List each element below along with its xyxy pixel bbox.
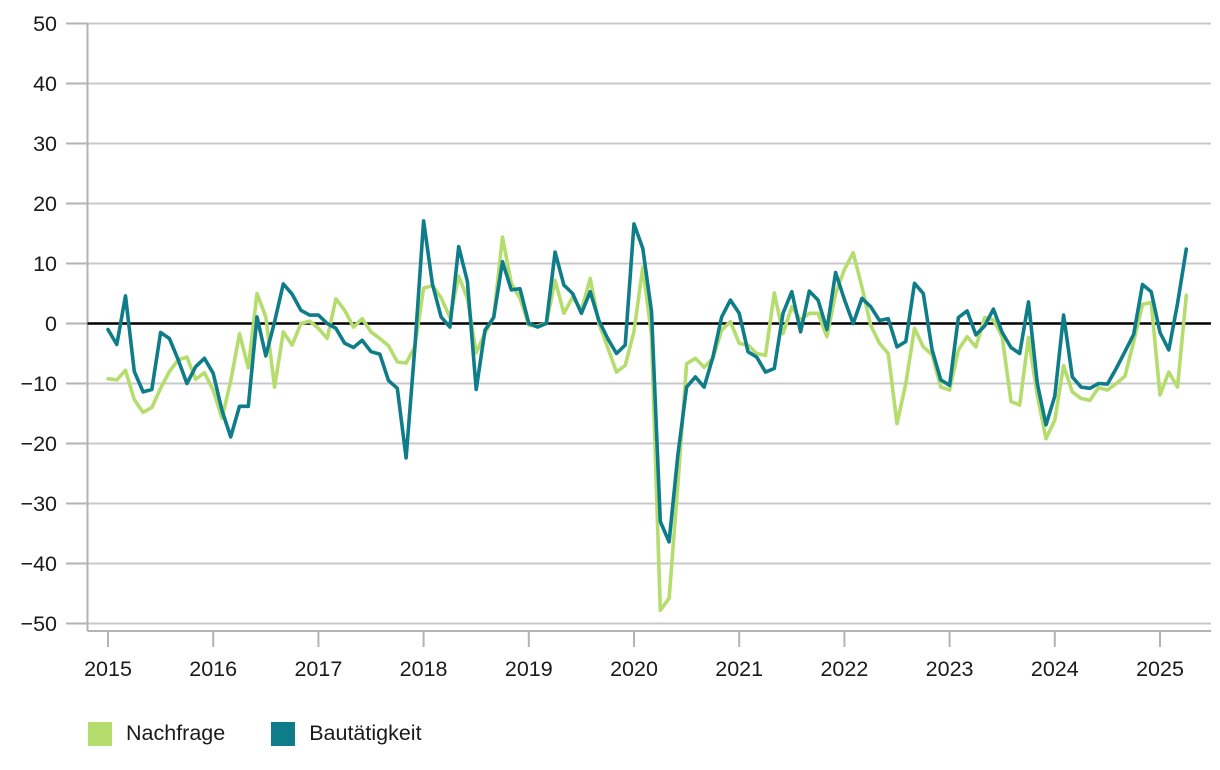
bautaetigkeit-swatch-icon (271, 721, 296, 746)
legend-item-nachfrage: Nachfrage (88, 721, 225, 746)
x-tick-label-2023: 2023 (926, 657, 974, 681)
series-line-bauttigkeit (106, 219, 1189, 544)
x-tick-label-2019: 2019 (505, 657, 553, 681)
y-tick-label--40: −40 (21, 552, 58, 576)
x-tick-label-2021: 2021 (715, 657, 763, 681)
x-tick-label-2018: 2018 (400, 657, 448, 681)
x-tick-label-2016: 2016 (189, 657, 237, 681)
legend-label-nachfrage: Nachfrage (126, 721, 226, 745)
legend-item-bautaetigkeit: Bautätigkeit (271, 721, 422, 746)
y-tick-label--30: −30 (21, 492, 58, 516)
x-tick-label-2025: 2025 (1136, 657, 1184, 681)
y-tick-label--10: −10 (21, 372, 58, 396)
y-tick-label-10: 10 (33, 252, 57, 276)
x-tick-label-2024: 2024 (1031, 657, 1079, 681)
y-tick-label-20: 20 (33, 192, 57, 216)
series-line-nachfrage (106, 235, 1189, 613)
x-tick-label-2017: 2017 (294, 657, 342, 681)
y-tick-label-40: 40 (33, 72, 57, 96)
legend-label-bautaetigkeit: Bautätigkeit (309, 721, 422, 745)
y-tick-label--50: −50 (21, 612, 58, 636)
x-tick-label-2015: 2015 (84, 657, 132, 681)
chart-legend: Nachfrage Bautätigkeit (88, 721, 422, 746)
y-tick-label--20: −20 (21, 432, 58, 456)
y-tick-label-30: 30 (33, 132, 57, 156)
y-tick-label-50: 50 (33, 12, 57, 36)
y-tick-label-0: 0 (45, 312, 57, 336)
nachfrage-swatch-icon (88, 721, 112, 746)
x-tick-label-2020: 2020 (610, 657, 658, 681)
x-tick-label-2022: 2022 (820, 657, 868, 681)
